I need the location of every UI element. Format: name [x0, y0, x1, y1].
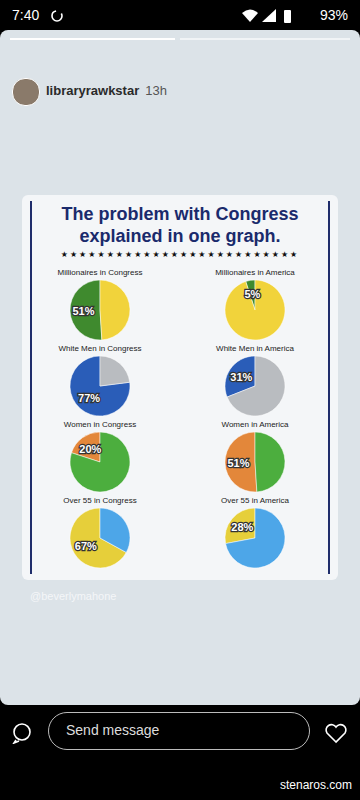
html-text:stenaros.com: stenaros.com: [280, 778, 352, 792]
html-text:libraryrawkstar 13h: libraryrawkstar 13h: [46, 83, 167, 98]
svg-text:20%: 20%: [79, 443, 101, 455]
html-text:Women in America: Women in America: [221, 420, 289, 429]
html-text:White Men in Congress: White Men in Congress: [58, 344, 142, 353]
html-text:7:40: 7:40: [12, 7, 40, 23]
html-text:The problem with Congress expl: The problem with Congress explained in o…: [61, 204, 299, 246]
svg-text:31%: 31%: [230, 371, 252, 383]
svg-text:67%: 67%: [75, 540, 97, 552]
html-text:93%: 93%: [320, 7, 348, 23]
html-text:Over 55 in Congress: Over 55 in Congress: [63, 496, 137, 505]
html-text:Women in Congress: Women in Congress: [63, 420, 137, 429]
svg-text:51%: 51%: [227, 457, 249, 469]
html-text:@beverlymahone: @beverlymahone: [30, 590, 117, 602]
svg-text:28%: 28%: [231, 521, 253, 533]
svg-text:5%: 5%: [244, 288, 260, 300]
svg-text:77%: 77%: [78, 392, 100, 404]
html-text:Send message: Send message: [66, 722, 160, 738]
svg-text:51%: 51%: [72, 305, 94, 317]
html-text:Over 55 in America: Over 55 in America: [221, 496, 289, 505]
html-text:Millionaires in America: Millionaires in America: [215, 268, 295, 277]
html-text:Millionaires in Congress: Millionaires in Congress: [57, 268, 143, 277]
html-text:White Men in America: White Men in America: [216, 344, 294, 353]
